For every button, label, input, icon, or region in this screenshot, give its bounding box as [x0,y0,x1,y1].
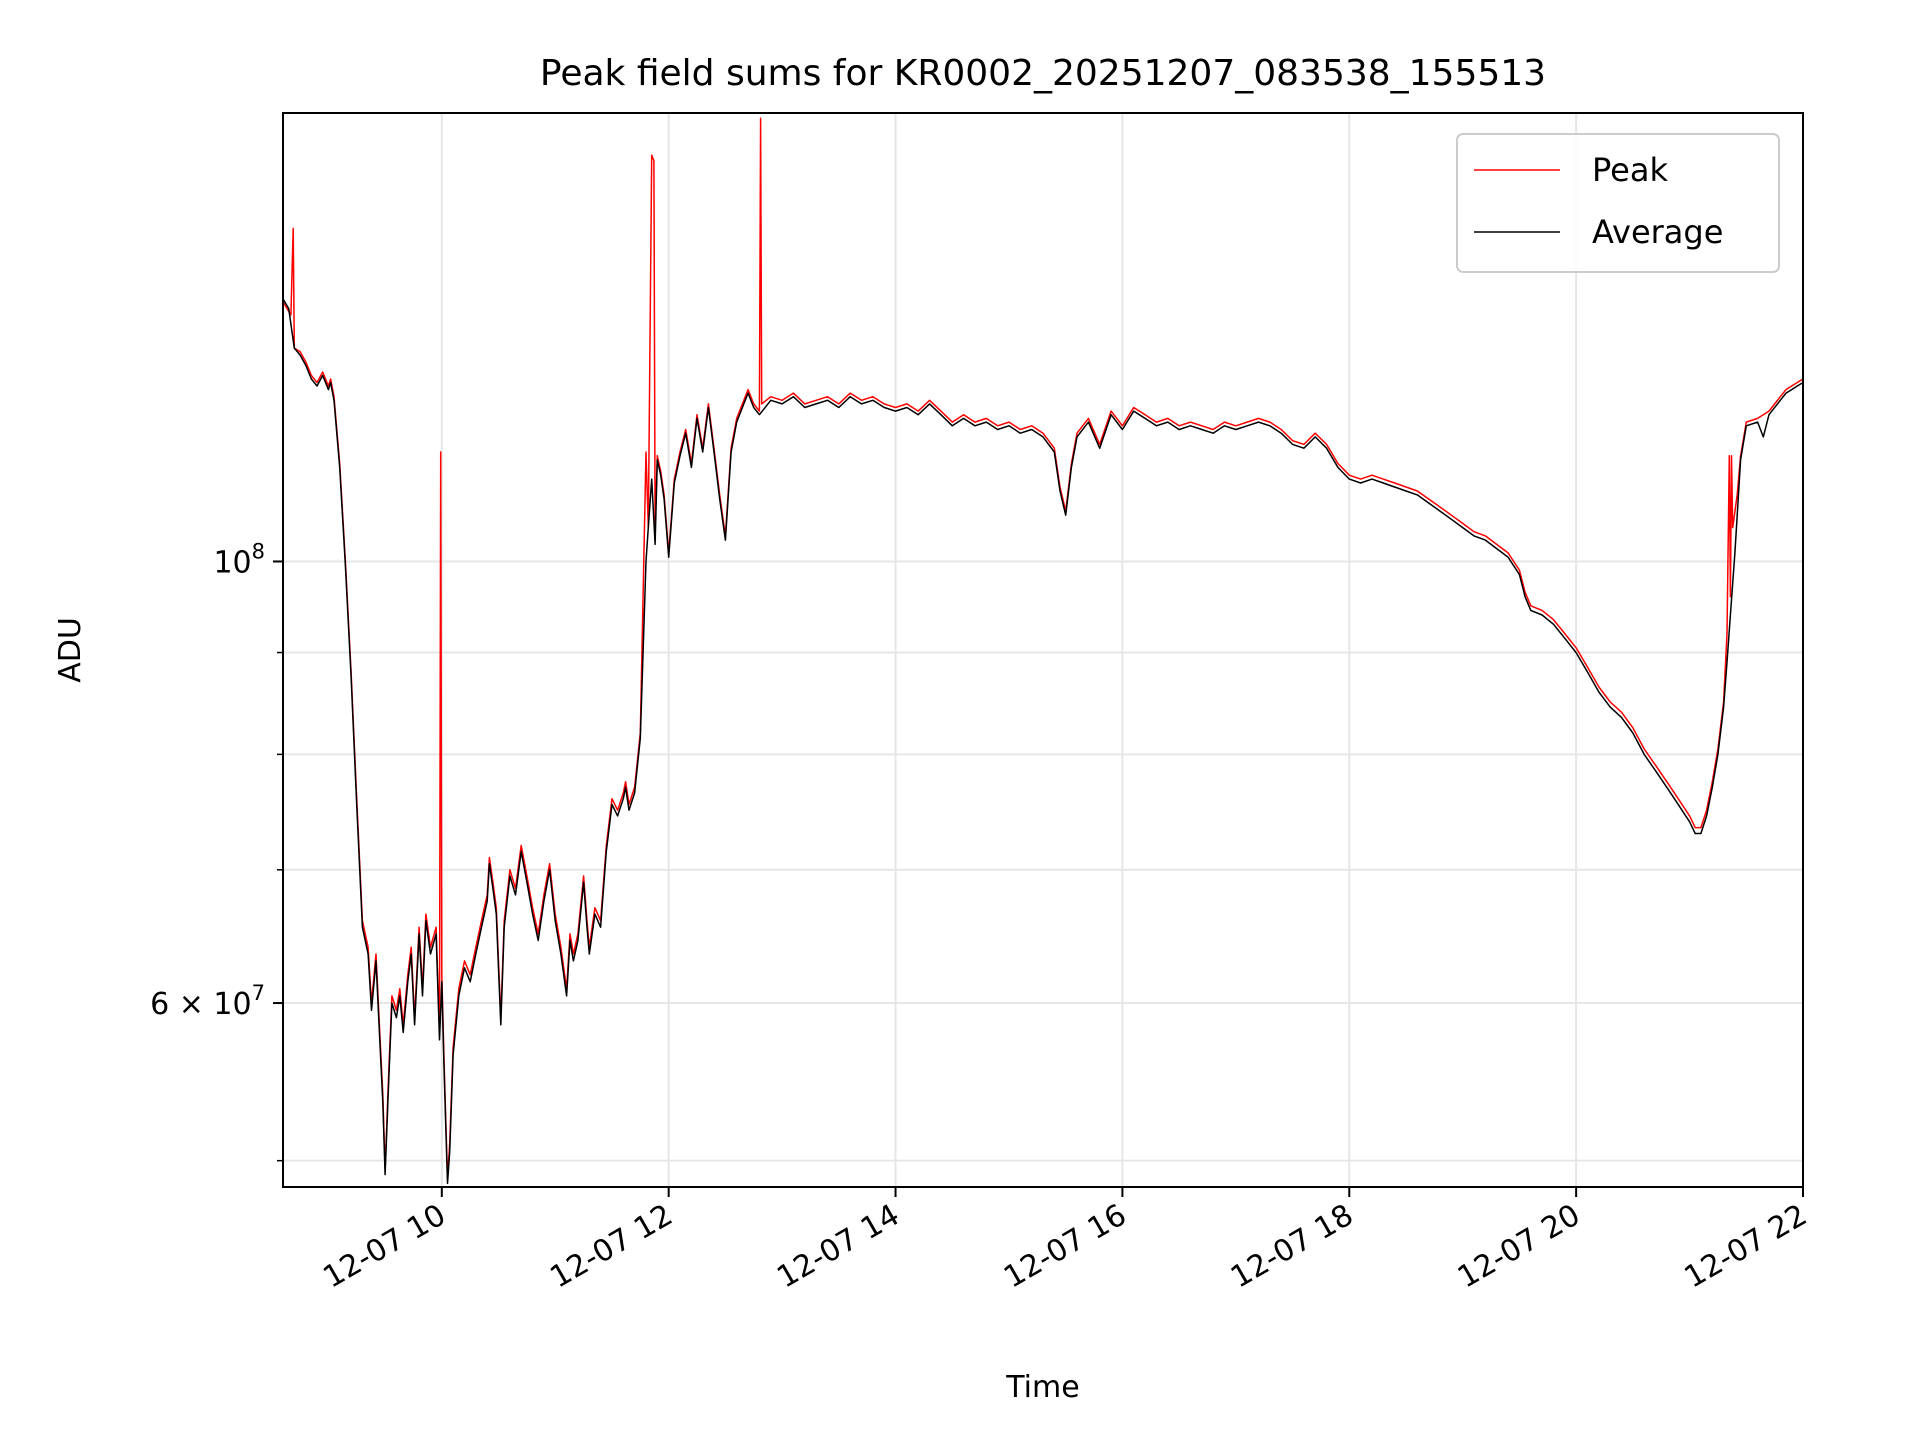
legend: Peak Average [1456,133,1780,273]
chart-title: Peak field sums for KR0002_20251207_0835… [540,53,1546,94]
legend-box [1456,133,1780,273]
legend-peak-label: Peak [1592,151,1668,189]
y-tick-label: 108 [213,539,265,580]
grid [283,113,1804,1187]
x-axis-label: Time [1005,1370,1079,1405]
plot-lines [283,117,1803,1185]
legend-average-label: Average [1592,213,1723,251]
y-axis-label: ADU [53,617,88,683]
axes-frame [282,112,1804,1188]
series-line-average [283,298,1803,1185]
y-tick-label: 6 × 107 [150,981,265,1022]
